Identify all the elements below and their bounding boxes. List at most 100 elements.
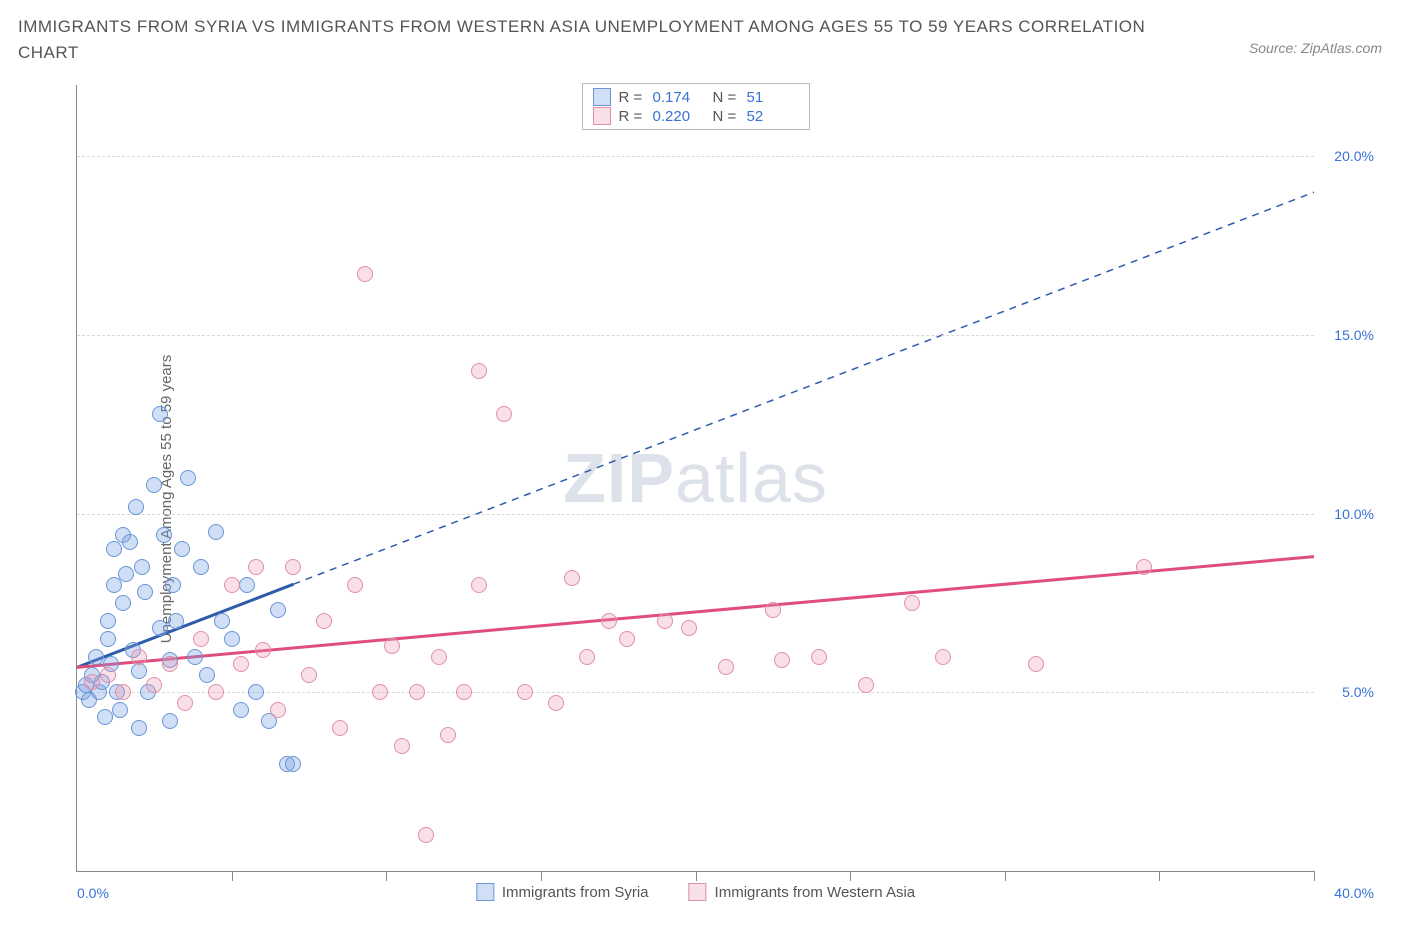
x-tick [541,871,542,881]
point-syria [112,702,128,718]
trend-lines-layer [77,85,1314,871]
point-western-asia [285,559,301,575]
point-syria [270,602,286,618]
point-syria [100,613,116,629]
point-syria [152,620,168,636]
point-syria [174,541,190,557]
point-western-asia [162,656,178,672]
point-syria [134,559,150,575]
point-western-asia [471,363,487,379]
grid-line [77,156,1314,157]
point-syria [180,470,196,486]
point-western-asia [372,684,388,700]
y-tick-label: 20.0% [1334,148,1374,164]
point-western-asia [811,649,827,665]
point-western-asia [131,649,147,665]
source-attribution: Source: ZipAtlas.com [1249,40,1382,56]
point-western-asia [657,613,673,629]
point-western-asia [384,638,400,654]
point-western-asia [681,620,697,636]
point-syria [162,713,178,729]
point-western-asia [301,667,317,683]
plot-area: ZIPatlas R = 0.174 N = 51 R = 0.220 N = … [76,85,1314,872]
point-western-asia [84,674,100,690]
point-western-asia [193,631,209,647]
x-tick [696,871,697,881]
r-value-syria: 0.174 [653,89,705,106]
n-value-syria: 51 [747,89,799,106]
grid-line [77,514,1314,515]
point-western-asia [357,266,373,282]
point-western-asia [456,684,472,700]
point-syria [122,534,138,550]
point-syria [239,577,255,593]
chart-title: IMMIGRANTS FROM SYRIA VS IMMIGRANTS FROM… [18,14,1206,65]
point-syria [100,631,116,647]
point-western-asia [440,727,456,743]
x-tick [386,871,387,881]
legend-item-western-asia: Immigrants from Western Asia [689,883,916,901]
point-syria [168,613,184,629]
point-western-asia [858,677,874,693]
y-tick-label: 5.0% [1342,684,1374,700]
point-syria [106,541,122,557]
point-western-asia [471,577,487,593]
point-western-asia [619,631,635,647]
point-syria [233,702,249,718]
point-western-asia [1136,559,1152,575]
point-western-asia [1028,656,1044,672]
x-tick [850,871,851,881]
stats-legend-box: R = 0.174 N = 51 R = 0.220 N = 52 [582,83,810,130]
n-label: N = [713,89,739,106]
point-syria [248,684,264,700]
legend-item-syria: Immigrants from Syria [476,883,649,901]
point-syria [214,613,230,629]
point-western-asia [208,684,224,700]
swatch-syria [593,88,611,106]
point-western-asia [394,738,410,754]
point-western-asia [517,684,533,700]
r-label: R = [619,89,645,106]
stats-row-western-asia: R = 0.220 N = 52 [593,107,799,125]
point-syria [131,720,147,736]
swatch-western-asia [593,107,611,125]
point-syria [128,499,144,515]
legend-bottom: Immigrants from Syria Immigrants from We… [476,883,915,901]
n-label: N = [713,108,739,125]
point-syria [97,709,113,725]
point-western-asia [347,577,363,593]
point-western-asia [115,684,131,700]
point-western-asia [332,720,348,736]
stats-row-syria: R = 0.174 N = 51 [593,88,799,106]
point-western-asia [904,595,920,611]
point-western-asia [409,684,425,700]
point-syria [131,663,147,679]
point-western-asia [418,827,434,843]
point-syria [118,566,134,582]
point-syria [156,527,172,543]
r-value-western-asia: 0.220 [653,108,705,125]
point-western-asia [935,649,951,665]
point-western-asia [224,577,240,593]
point-syria [187,649,203,665]
point-western-asia [496,406,512,422]
legend-label-syria: Immigrants from Syria [502,884,649,901]
point-western-asia [177,695,193,711]
x-axis-max-label: 40.0% [1334,885,1374,901]
r-label: R = [619,108,645,125]
legend-swatch-syria [476,883,494,901]
point-syria [199,667,215,683]
point-western-asia [270,702,286,718]
point-western-asia [564,570,580,586]
y-tick-label: 10.0% [1334,506,1374,522]
chart-container: Unemployment Among Ages 55 to 59 years Z… [18,85,1388,912]
point-western-asia [579,649,595,665]
point-western-asia [316,613,332,629]
legend-label-western-asia: Immigrants from Western Asia [715,884,916,901]
point-syria [115,595,131,611]
n-value-western-asia: 52 [747,108,799,125]
legend-swatch-western-asia [689,883,707,901]
point-western-asia [431,649,447,665]
point-western-asia [100,667,116,683]
point-western-asia [233,656,249,672]
